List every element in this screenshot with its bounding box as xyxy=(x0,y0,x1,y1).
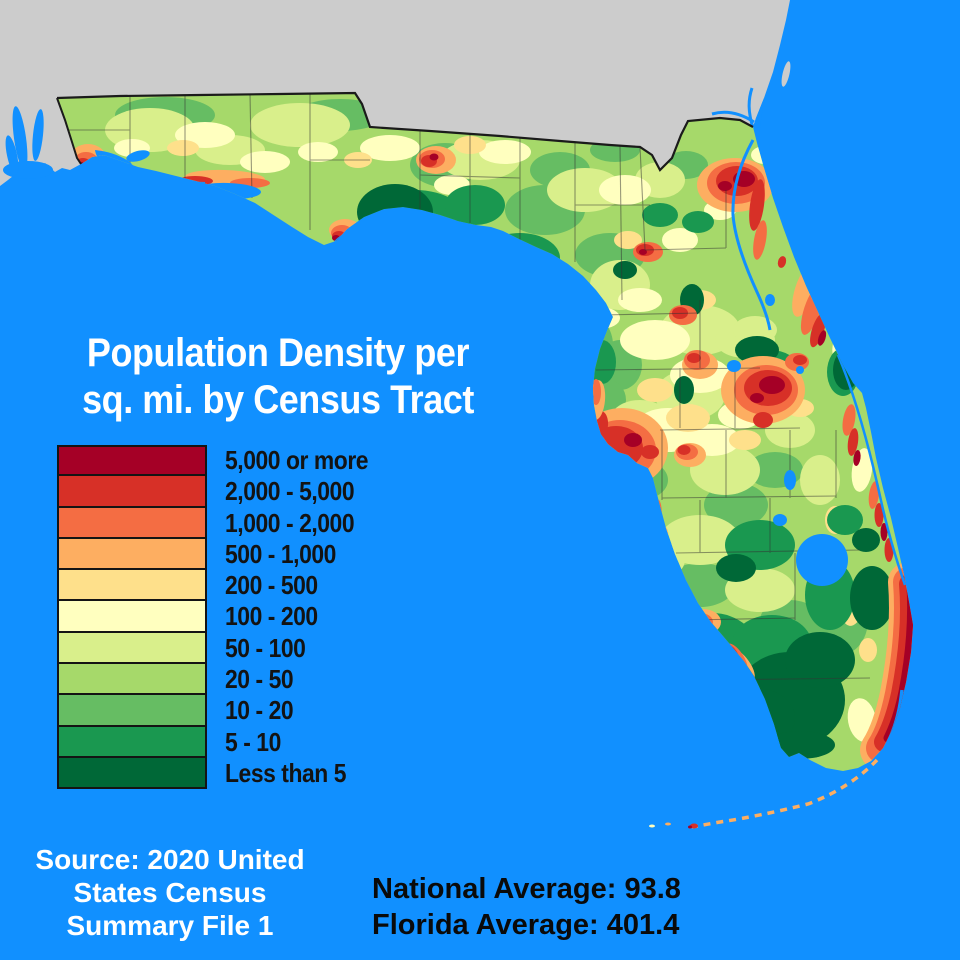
legend-label: 500 - 1,000 xyxy=(225,538,336,569)
legend-swatch xyxy=(57,693,207,727)
legend-swatch xyxy=(57,445,207,477)
lake-okeechobee xyxy=(796,534,848,586)
legend-row: 200 - 500 xyxy=(57,568,388,602)
legend-swatch xyxy=(57,630,207,665)
average-stats: National Average: 93.8 Florida Average: … xyxy=(372,871,681,943)
legend-label: 5 - 10 xyxy=(225,726,281,757)
national-average: National Average: 93.8 xyxy=(372,873,681,905)
st-johns-river xyxy=(731,139,772,331)
florida-average: Florida Average: 401.4 xyxy=(372,909,680,941)
legend-row: 500 - 1,000 xyxy=(57,536,388,571)
legend-label: 100 - 200 xyxy=(225,601,318,632)
neighboring-states-land xyxy=(0,0,790,186)
legend-label: Less than 5 xyxy=(225,757,347,788)
georgia-barrier-islands xyxy=(772,21,791,87)
urban-area-gainesville xyxy=(633,242,663,262)
florida-keys xyxy=(649,758,879,829)
legend-swatch xyxy=(57,474,207,508)
urban-area-lakeland xyxy=(674,443,706,467)
legend-row: 1,000 - 2,000 xyxy=(57,505,388,539)
urban-area-ocala xyxy=(669,305,697,325)
legend-row: 5 - 10 xyxy=(57,724,388,758)
alabama-bays xyxy=(3,106,53,179)
legend-row: 20 - 50 xyxy=(57,662,388,696)
legend-row: 100 - 200 xyxy=(57,599,388,633)
map-title: Population Density per sq. mi. by Census… xyxy=(62,330,494,424)
legend-row: 5,000 or more xyxy=(57,445,388,477)
legend-swatch xyxy=(57,662,207,696)
urban-area-space-coast xyxy=(842,404,861,466)
urban-area-tallahassee xyxy=(416,146,456,174)
source-line-2: States Census xyxy=(73,877,267,908)
legend-swatch xyxy=(57,536,207,571)
map-title-line-2: sq. mi. by Census Tract xyxy=(82,378,474,422)
legend-label: 200 - 500 xyxy=(225,570,318,601)
legend-label: 10 - 20 xyxy=(225,695,294,726)
legend-swatch xyxy=(57,724,207,758)
legend-label: 2,000 - 5,000 xyxy=(225,476,355,507)
legend-label: 50 - 100 xyxy=(225,632,306,663)
state-border xyxy=(56,91,754,172)
st-marys-river xyxy=(711,87,764,129)
legend-label: 1,000 - 2,000 xyxy=(225,507,355,538)
legend: 5,000 or more 2,000 - 5,000 1,000 - 2,000 5… xyxy=(57,445,388,790)
source-line-1: Source: 2020 United xyxy=(35,844,305,875)
legend-label: 5,000 or more xyxy=(225,445,369,475)
indian-river-lagoon xyxy=(836,354,907,586)
lake-apopka xyxy=(727,360,741,372)
legend-swatch xyxy=(57,568,207,602)
legend-row: 10 - 20 xyxy=(57,693,388,727)
map-title-line-1: Population Density per xyxy=(86,331,470,375)
legend-label: 20 - 50 xyxy=(225,664,294,695)
legend-swatch xyxy=(57,599,207,633)
legend-row: 2,000 - 5,000 xyxy=(57,474,388,508)
legend-row: Less than 5 xyxy=(57,755,388,790)
legend-swatch xyxy=(57,755,207,790)
urban-area-orlando xyxy=(721,353,809,428)
source-line-3: Summary File 1 xyxy=(66,910,274,941)
urban-area-miami-metro xyxy=(860,562,913,770)
legend-swatch xyxy=(57,505,207,539)
source-note: Source: 2020 United States Census Summar… xyxy=(0,843,340,942)
legend-row: 50 - 100 xyxy=(57,630,388,665)
